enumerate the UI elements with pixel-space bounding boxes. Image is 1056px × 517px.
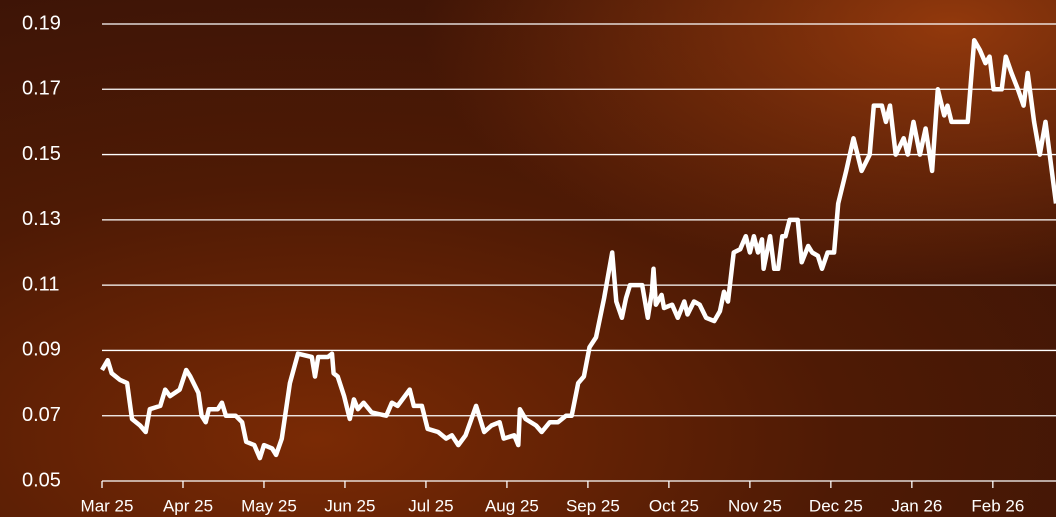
y-tick-label: 0.11 bbox=[22, 273, 59, 295]
y-tick-label: 0.15 bbox=[22, 143, 61, 165]
y-tick-label: 0.19 bbox=[22, 12, 61, 34]
x-tick-label: Nov 25 bbox=[728, 496, 782, 515]
x-tick-label: Dec 25 bbox=[809, 496, 863, 515]
chart: 0.05 0.07 0.09 0.11 0.13 0.15 0.17 0.19 Mar 25 Ap… bbox=[0, 0, 1056, 517]
y-tick-label: 0.05 bbox=[22, 469, 61, 491]
x-tick-label: May 25 bbox=[241, 496, 297, 515]
y-tick-label: 0.09 bbox=[22, 339, 61, 361]
x-tick-label: Jun 25 bbox=[324, 496, 375, 515]
x-tick-label: Jul 25 bbox=[408, 496, 453, 515]
y-tick-label: 0.13 bbox=[22, 208, 61, 230]
x-tick-label: Sep 25 bbox=[566, 496, 620, 515]
x-tick-label: Mar 25 bbox=[81, 496, 134, 515]
x-tick-label: Feb 26 bbox=[971, 496, 1024, 515]
x-tick-label: Jan 26 bbox=[891, 496, 942, 515]
page: 0.05 0.07 0.09 0.11 0.13 0.15 0.17 0.19 Mar 25 Ap… bbox=[0, 0, 1056, 517]
y-tick-label: 0.17 bbox=[22, 78, 61, 100]
x-tick-label: Apr 25 bbox=[163, 496, 213, 515]
x-tick-label: Aug 25 bbox=[485, 496, 539, 515]
x-tick-label: Oct 25 bbox=[649, 496, 699, 515]
background-glow bbox=[0, 0, 1056, 517]
y-tick-label: 0.07 bbox=[22, 404, 61, 426]
